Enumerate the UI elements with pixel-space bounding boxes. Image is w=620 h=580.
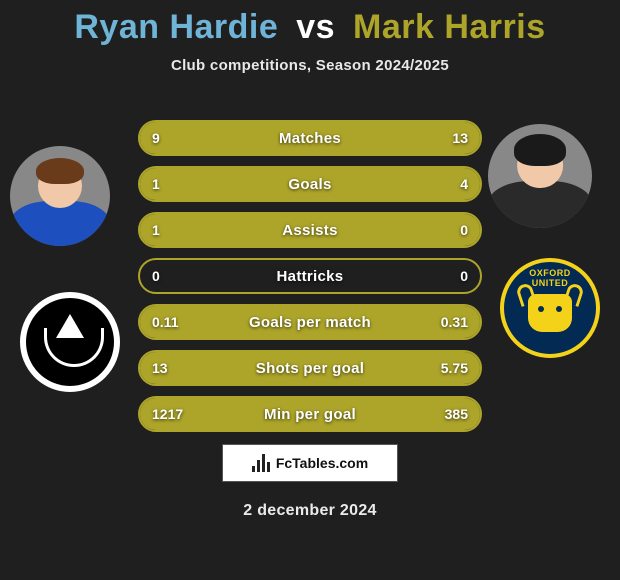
stat-row: 14Goals xyxy=(138,166,482,202)
stat-label: Goals per match xyxy=(140,306,480,338)
stat-row: 0.110.31Goals per match xyxy=(138,304,482,340)
vs-separator: vs xyxy=(296,8,335,46)
stat-label: Matches xyxy=(140,122,480,154)
stat-row: 10Assists xyxy=(138,212,482,248)
stat-label: Min per goal xyxy=(140,398,480,430)
comparison-title: Ryan Hardie vs Mark Harris xyxy=(0,0,620,47)
site-logo-text: FcTables.com xyxy=(276,455,368,471)
chart-icon xyxy=(252,454,270,472)
stat-label: Assists xyxy=(140,214,480,246)
stat-row: 00Hattricks xyxy=(138,258,482,294)
stat-label: Shots per goal xyxy=(140,352,480,384)
stat-row: 1217385Min per goal xyxy=(138,396,482,432)
player1-club-badge xyxy=(20,292,120,392)
site-logo: FcTables.com xyxy=(222,444,398,482)
club2-text-line1: OXFORD xyxy=(504,268,596,278)
stat-bars-container: 913Matches 14Goals 10Assists 00Hattricks 0.1… xyxy=(138,120,482,442)
stat-label: Goals xyxy=(140,168,480,200)
stat-row: 913Matches xyxy=(138,120,482,156)
player2-name: Mark Harris xyxy=(353,8,546,46)
player2-avatar xyxy=(488,124,592,228)
report-date: 2 december 2024 xyxy=(0,502,620,520)
player1-name: Ryan Hardie xyxy=(74,8,278,46)
stat-row: 135.75Shots per goal xyxy=(138,350,482,386)
player2-club-badge: OXFORD UNITED xyxy=(500,258,600,358)
stat-label: Hattricks xyxy=(140,260,480,292)
subtitle: Club competitions, Season 2024/2025 xyxy=(0,57,620,74)
player1-avatar xyxy=(10,146,110,246)
